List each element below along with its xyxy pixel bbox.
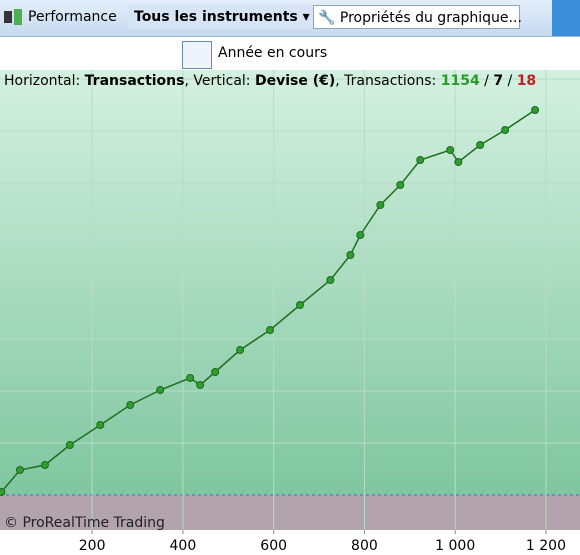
info-text: Devise (€): [255, 73, 335, 89]
trade-marker: [126, 401, 135, 409]
performance-label: Performance: [28, 9, 117, 25]
x-tick-label: 600: [260, 538, 287, 554]
info-winners: 7: [493, 73, 503, 89]
info-text: , Transactions:: [335, 73, 436, 89]
trade-marker: [15, 466, 24, 474]
x-tick-label: 1 200: [526, 538, 566, 554]
period-label: Année en cours: [218, 45, 328, 61]
share-button[interactable]: [552, 0, 580, 36]
trade-marker: [211, 368, 220, 376]
trade-marker: [326, 276, 335, 284]
properties-label: Propriétés du graphique...: [339, 10, 522, 26]
x-tick-label: 200: [79, 538, 106, 554]
trade-marker: [396, 181, 405, 189]
trade-marker: [0, 488, 6, 496]
trade-marker: [295, 301, 304, 309]
toolbar: Performance Tous les instruments ▾ 🔧 Pro…: [0, 0, 580, 37]
info-total: 1154: [441, 73, 480, 89]
trade-marker: [346, 251, 355, 259]
trade-marker: [196, 381, 205, 389]
x-tick-label: 1 000: [435, 538, 475, 554]
info-losers: 18: [517, 73, 536, 89]
info-text: Horizontal:: [4, 73, 80, 89]
trade-marker: [476, 141, 485, 149]
period-bar[interactable]: Année en cours: [0, 37, 580, 70]
watermark: © ProRealTime Trading: [4, 515, 165, 531]
x-tick-label: 400: [170, 538, 197, 554]
instrument-dropdown[interactable]: Tous les instruments ▾: [128, 5, 314, 29]
info-text: /: [508, 73, 513, 89]
x-tick-label: 800: [351, 538, 378, 554]
trade-marker: [65, 441, 74, 449]
trade-marker: [156, 386, 165, 394]
trade-marker: [96, 421, 105, 429]
trade-marker: [40, 461, 49, 469]
trade-marker: [531, 106, 540, 114]
instrument-label: Tous les instruments: [134, 9, 298, 25]
calendar-icon: [182, 41, 212, 69]
trade-marker: [501, 126, 510, 134]
properties-button[interactable]: 🔧 Propriétés du graphique...: [313, 5, 522, 29]
performance-button[interactable]: Performance: [4, 5, 117, 29]
info-text: Transactions: [85, 73, 185, 89]
trade-marker: [266, 326, 275, 334]
plot-background: [0, 70, 580, 495]
info-text: /: [484, 73, 489, 89]
trade-marker: [454, 158, 463, 166]
trade-marker: [356, 231, 365, 239]
trade-marker: [236, 346, 245, 354]
info-text: , Vertical:: [184, 73, 250, 89]
trade-marker: [446, 146, 455, 154]
trade-marker: [186, 374, 195, 382]
negative-zone: [0, 495, 580, 530]
trade-marker: [416, 156, 425, 164]
trade-marker: [376, 201, 385, 209]
info-line: Horizontal: Transactions, Vertical: Devi…: [4, 73, 536, 89]
